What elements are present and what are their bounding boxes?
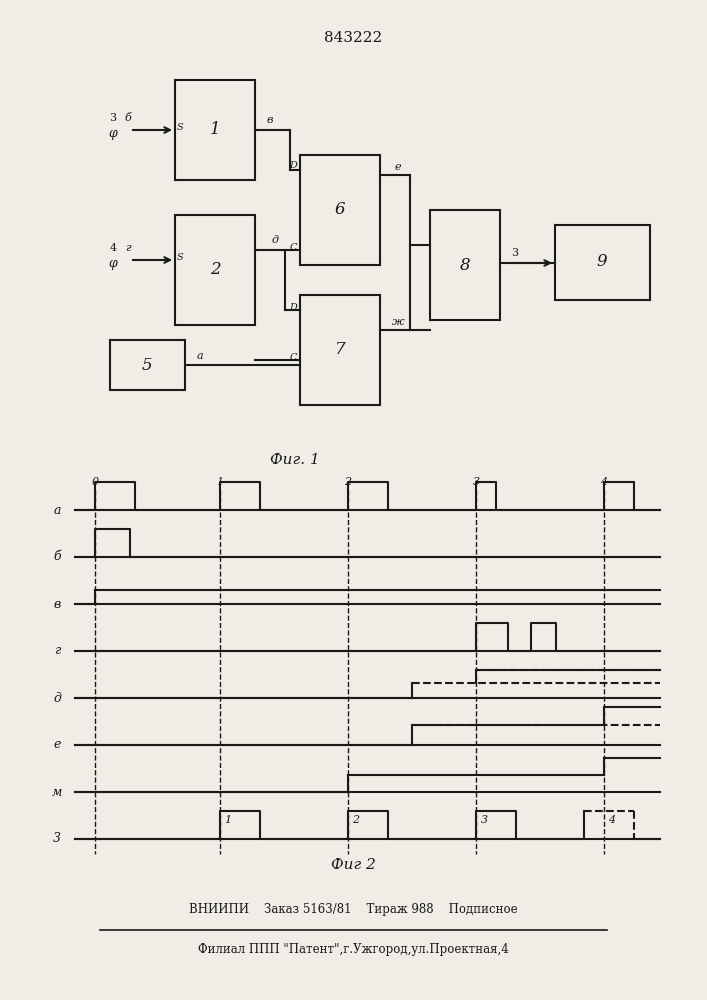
Text: 1: 1 [216,477,223,487]
Text: C: C [289,243,297,252]
Text: 2: 2 [210,261,221,278]
Text: 8: 8 [460,256,470,273]
Text: 3: 3 [53,832,61,846]
Bar [110,340,185,390]
Text: 3: 3 [511,248,518,258]
Text: 7: 7 [334,342,345,359]
Text: 4: 4 [600,477,607,487]
Text: ж: ж [392,317,404,327]
Text: е: е [53,738,61,752]
Text: 1: 1 [224,815,232,825]
Text: 2: 2 [352,815,360,825]
Text: ВНИИПИ    Заказ 5163/81    Тираж 988    Подписное: ВНИИПИ Заказ 5163/81 Тираж 988 Подписное [189,904,518,916]
Text: S: S [177,123,183,132]
Text: в: в [53,597,61,610]
Bar [300,155,380,265]
Text: φ: φ [109,256,117,269]
Bar [175,215,255,325]
Bar [555,225,650,300]
Text: φ: φ [109,126,117,139]
Text: Фиг. 1: Фиг. 1 [270,453,320,467]
Text: C: C [289,353,297,361]
Text: б: б [124,113,132,123]
Text: 5: 5 [141,357,152,373]
Text: Фиг 2: Фиг 2 [331,858,375,872]
Text: б: б [53,550,61,564]
Text: 1: 1 [210,121,221,138]
Text: D: D [289,160,297,169]
Text: д: д [271,235,279,245]
Text: м: м [52,786,62,798]
Text: 4: 4 [609,815,616,825]
Text: 6: 6 [334,202,345,219]
Text: D: D [289,302,297,312]
Text: 9: 9 [597,253,607,270]
Bar [175,80,255,180]
Bar [300,295,380,405]
Text: 0: 0 [91,477,98,487]
Text: а: а [197,351,204,361]
Text: г: г [54,645,60,658]
Text: 3: 3 [110,113,117,123]
Text: 3: 3 [472,477,479,487]
Text: а: а [53,504,61,516]
Text: в: в [267,115,273,125]
Bar [430,210,500,320]
Text: 4: 4 [110,243,117,253]
Text: 843222: 843222 [324,31,382,45]
Text: S: S [177,253,183,262]
Text: г: г [125,243,131,253]
Text: 2: 2 [344,477,351,487]
Text: 3: 3 [481,815,488,825]
Text: Филиал ППП "Патент",г.Ужгород,ул.Проектная,4: Филиал ППП "Патент",г.Ужгород,ул.Проектн… [198,944,508,956]
Text: д: д [53,692,61,704]
Text: е: е [395,162,402,172]
